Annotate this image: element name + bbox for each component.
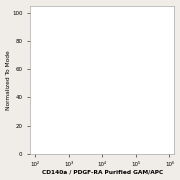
X-axis label: CD140a / PDGF-RA Purified GAM/APC: CD140a / PDGF-RA Purified GAM/APC [42,169,163,174]
Y-axis label: Normalized To Mode: Normalized To Mode [6,50,11,110]
